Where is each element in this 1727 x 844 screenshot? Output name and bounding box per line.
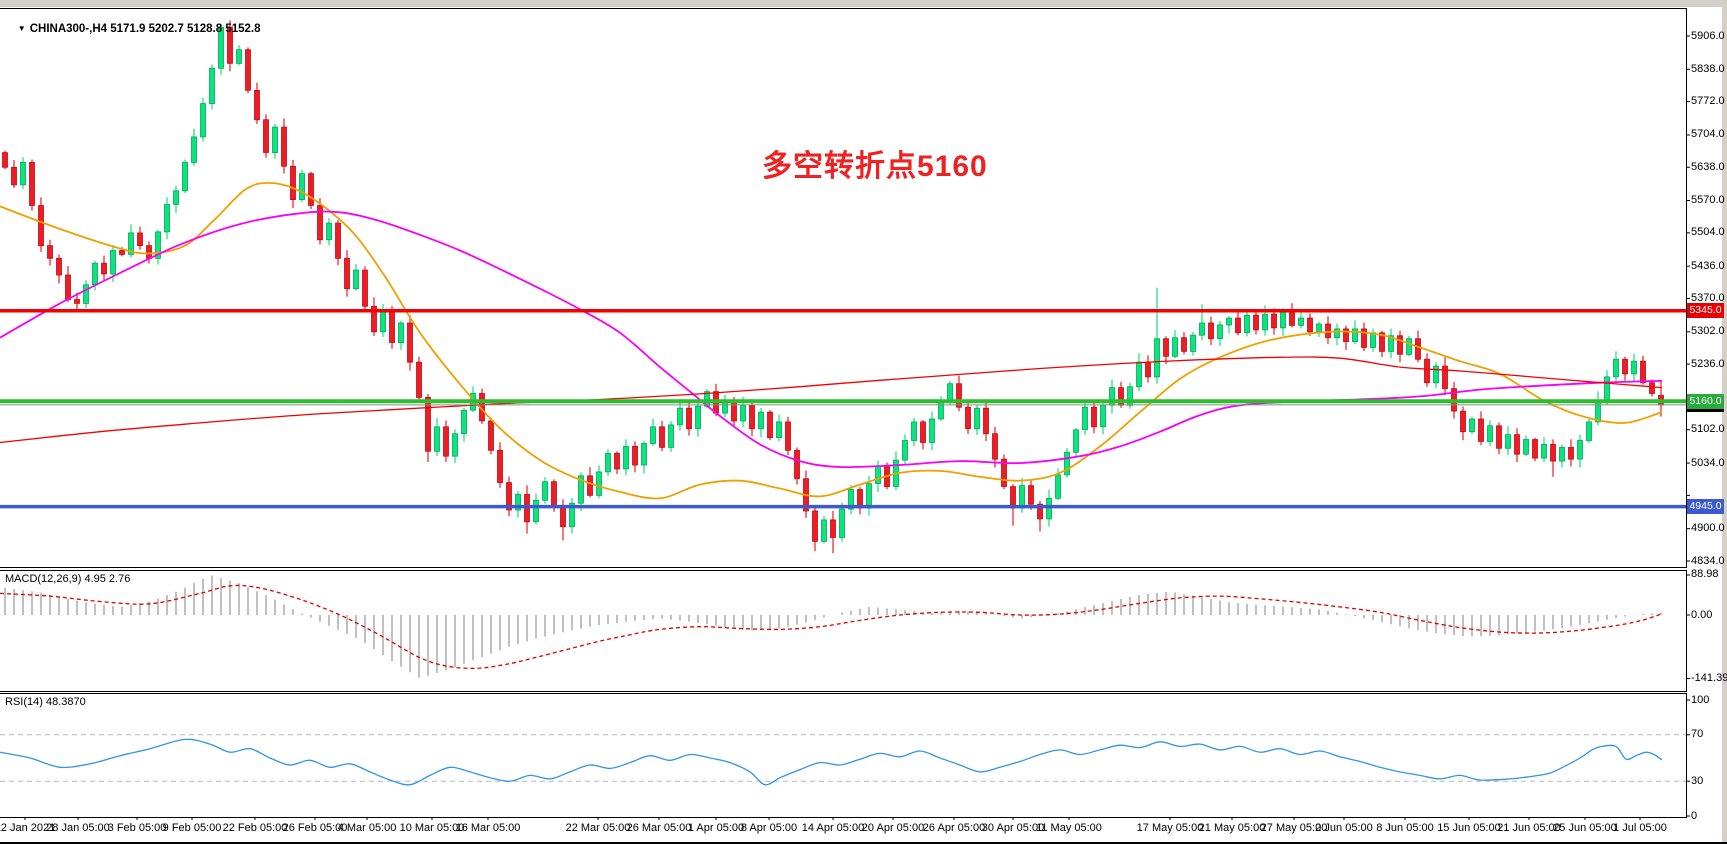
symbol-dropdown-icon[interactable]: ▼ <box>17 24 26 33</box>
macd-indicator-label: MACD(12,26,9) 4.95 2.76 <box>5 573 131 585</box>
price-tick-label: 5772.0 <box>1691 95 1725 108</box>
price-tick-label: 5034.0 <box>1691 456 1725 469</box>
rsi-indicator-label: RSI(14) 48.3870 <box>5 696 86 708</box>
time-tick-label: 10 Mar 05:00 <box>399 822 465 834</box>
price-tick-label: 5370.0 <box>1691 292 1725 304</box>
time-tick-label: 4 Mar 05:00 <box>337 822 397 834</box>
time-tick-label: 26 Apr 05:00 <box>922 822 986 834</box>
window-bottom-border <box>0 842 1727 844</box>
symbol-label: CHINA300-,H4 <box>29 23 108 35</box>
time-tick-label: 11 May 05:00 <box>1036 822 1102 834</box>
price-tick-label: 5638.0 <box>1691 160 1725 173</box>
time-tick-label: 25 Jun 05:00 <box>1553 822 1617 834</box>
macd-panel[interactable] <box>0 570 1687 692</box>
time-tick-label: 2 Jun 05:00 <box>1315 822 1373 834</box>
annotation-text: 多空转折点5160 <box>762 150 988 183</box>
rsi-panel[interactable] <box>0 693 1687 818</box>
time-tick-label: 22 Feb 05:00 <box>222 822 288 834</box>
macd-tick-label: 88.98 <box>1691 568 1719 581</box>
price-tick-label: 5838.0 <box>1691 62 1725 75</box>
time-tick-label: 15 Jun 05:00 <box>1437 822 1501 834</box>
rsi-tick-label: 0 <box>1691 809 1698 822</box>
time-tick-label: 21 May 05:00 <box>1198 822 1266 834</box>
time-tick-label: 22 Jan 2021 <box>0 822 56 834</box>
time-tick-label: 20 Apr 05:00 <box>861 822 925 834</box>
pivot-line-badge: 5160.0 <box>1687 393 1724 409</box>
price-tick-label: 5236.0 <box>1691 357 1725 370</box>
price-tick-label: 5102.0 <box>1691 423 1725 436</box>
time-tick-label: 14 Apr 05:00 <box>801 822 865 834</box>
rsi-tick-label: 70 <box>1691 728 1704 741</box>
price-tick-label: 4834.0 <box>1691 554 1725 567</box>
window-top-strip <box>0 0 1727 8</box>
window-right-strip <box>1722 0 1727 844</box>
main-chart-panel[interactable] <box>0 8 1687 568</box>
rsi-tick-label: 30 <box>1691 774 1704 787</box>
time-tick-label: 8 Apr 05:00 <box>740 822 798 834</box>
time-tick-label: 16 Mar 05:00 <box>455 822 521 834</box>
price-tick-label: 5570.0 <box>1691 194 1725 207</box>
time-tick-label: 27 May 05:00 <box>1260 822 1328 834</box>
price-tick-label: 5302.0 <box>1691 325 1725 338</box>
time-tick-label: 9 Feb 05:00 <box>162 822 222 834</box>
rsi-tick-label: 100 <box>1691 693 1710 706</box>
price-tick-label: 4900.0 <box>1691 522 1725 535</box>
time-tick-label: 21 Jun 05:00 <box>1497 822 1561 834</box>
price-tick-label: 5906.0 <box>1691 29 1725 42</box>
resistance-line-badge: 5345.0 <box>1687 303 1724 319</box>
price-tick-label: 5704.0 <box>1691 128 1725 141</box>
time-tick-label: 30 Apr 05:00 <box>981 822 1045 834</box>
time-tick-label: 1 Apr 05:00 <box>687 822 745 834</box>
price-tick-label: 5504.0 <box>1691 226 1725 239</box>
macd-tick-label: -141.39 <box>1691 672 1727 685</box>
time-tick-label: 26 Mar 05:00 <box>626 822 692 834</box>
macd-tick-label: 0.00 <box>1691 608 1713 621</box>
price-tick-label: 5436.0 <box>1691 259 1725 272</box>
time-axis[interactable]: 22 Jan 2021 28 Jan 05:00 3 Feb 05:00 9 Feb … <box>0 820 1727 840</box>
ohlc-readout: 5171.9 5202.7 5128.8 5152.8 <box>110 23 261 35</box>
support-line-badge: 4945.0 <box>1687 499 1724 515</box>
time-tick-label: 3 Feb 05:00 <box>107 822 167 834</box>
chart-header: ▼ CHINA300-,H4 5171.9 5202.7 5128.8 5152.… <box>5 11 261 47</box>
time-tick-label: 17 May 05:00 <box>1136 822 1204 834</box>
time-tick-label: 1 Jul 05:00 <box>1613 822 1667 834</box>
time-tick-label: 26 Feb 05:00 <box>282 822 348 834</box>
time-tick-label: 8 Jun 05:00 <box>1376 822 1434 834</box>
time-tick-label: 22 Mar 05:00 <box>565 822 631 834</box>
time-tick-label: 28 Jan 05:00 <box>46 822 110 834</box>
